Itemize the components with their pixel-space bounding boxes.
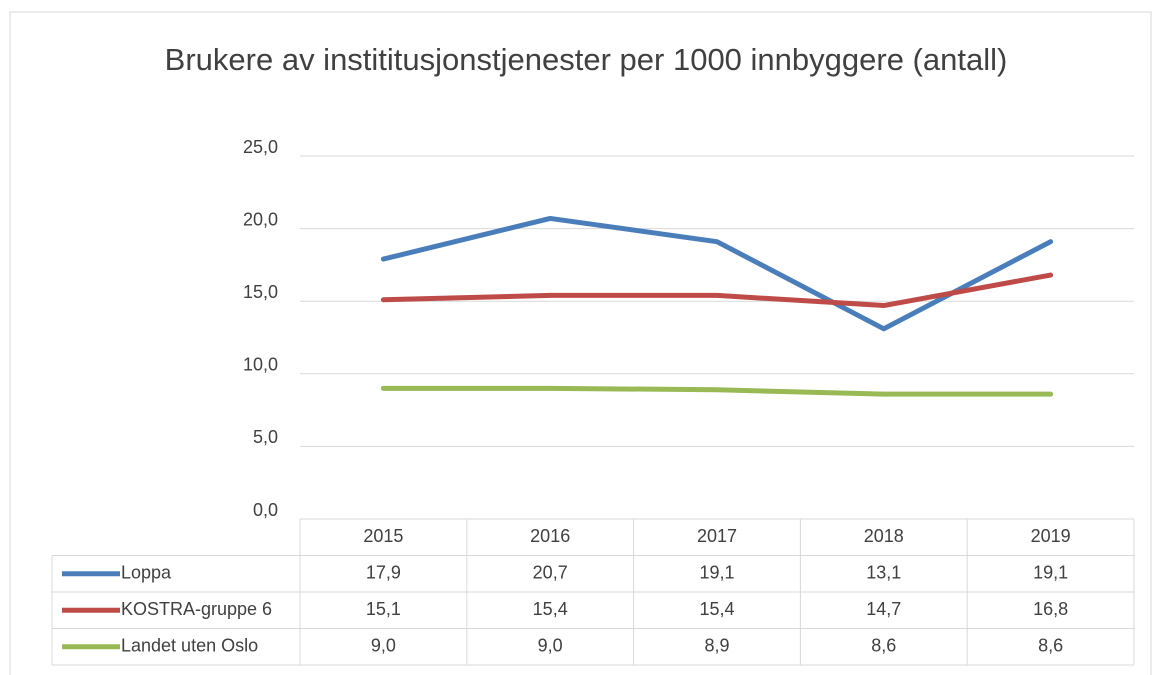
- x-tick-label: 2016: [530, 526, 570, 546]
- table-value: 9,0: [371, 636, 396, 656]
- table-value: 15,1: [366, 599, 401, 619]
- table-value: 8,6: [1038, 636, 1063, 656]
- table-value: 14,7: [866, 599, 901, 619]
- table-value: 13,1: [866, 563, 901, 583]
- legend-label: Loppa: [121, 563, 172, 583]
- table-value: 15,4: [699, 599, 734, 619]
- series-line: [380, 215, 1054, 332]
- table-value: 19,1: [699, 563, 734, 583]
- legend-label: Landet uten Oslo: [121, 636, 258, 656]
- chart-title: Brukere av instititusjonstjenester per 1…: [164, 42, 1008, 77]
- table-value: 16,8: [1033, 599, 1068, 619]
- table-value: 8,9: [704, 636, 729, 656]
- table-value: 17,9: [366, 563, 401, 583]
- y-tick-label: 20,0: [243, 209, 278, 229]
- series-line: [380, 385, 1054, 397]
- legend-label: KOSTRA-gruppe 6: [121, 599, 272, 619]
- x-tick-label: 2018: [864, 526, 904, 546]
- table-value: 19,1: [1033, 563, 1068, 583]
- chart-frame: [9, 11, 1152, 675]
- table-value: 9,0: [538, 636, 563, 656]
- y-tick-label: 10,0: [243, 355, 278, 375]
- y-tick-label: 15,0: [243, 282, 278, 302]
- y-tick-label: 0,0: [253, 500, 278, 520]
- x-tick-label: 2019: [1031, 526, 1071, 546]
- y-tick-label: 25,0: [243, 137, 278, 157]
- table-value: 15,4: [533, 599, 568, 619]
- table-value: 20,7: [533, 563, 568, 583]
- series-line: [380, 272, 1054, 309]
- x-tick-label: 2015: [363, 526, 403, 546]
- table-value: 8,6: [871, 636, 896, 656]
- y-tick-label: 5,0: [253, 427, 278, 447]
- x-tick-label: 2017: [697, 526, 737, 546]
